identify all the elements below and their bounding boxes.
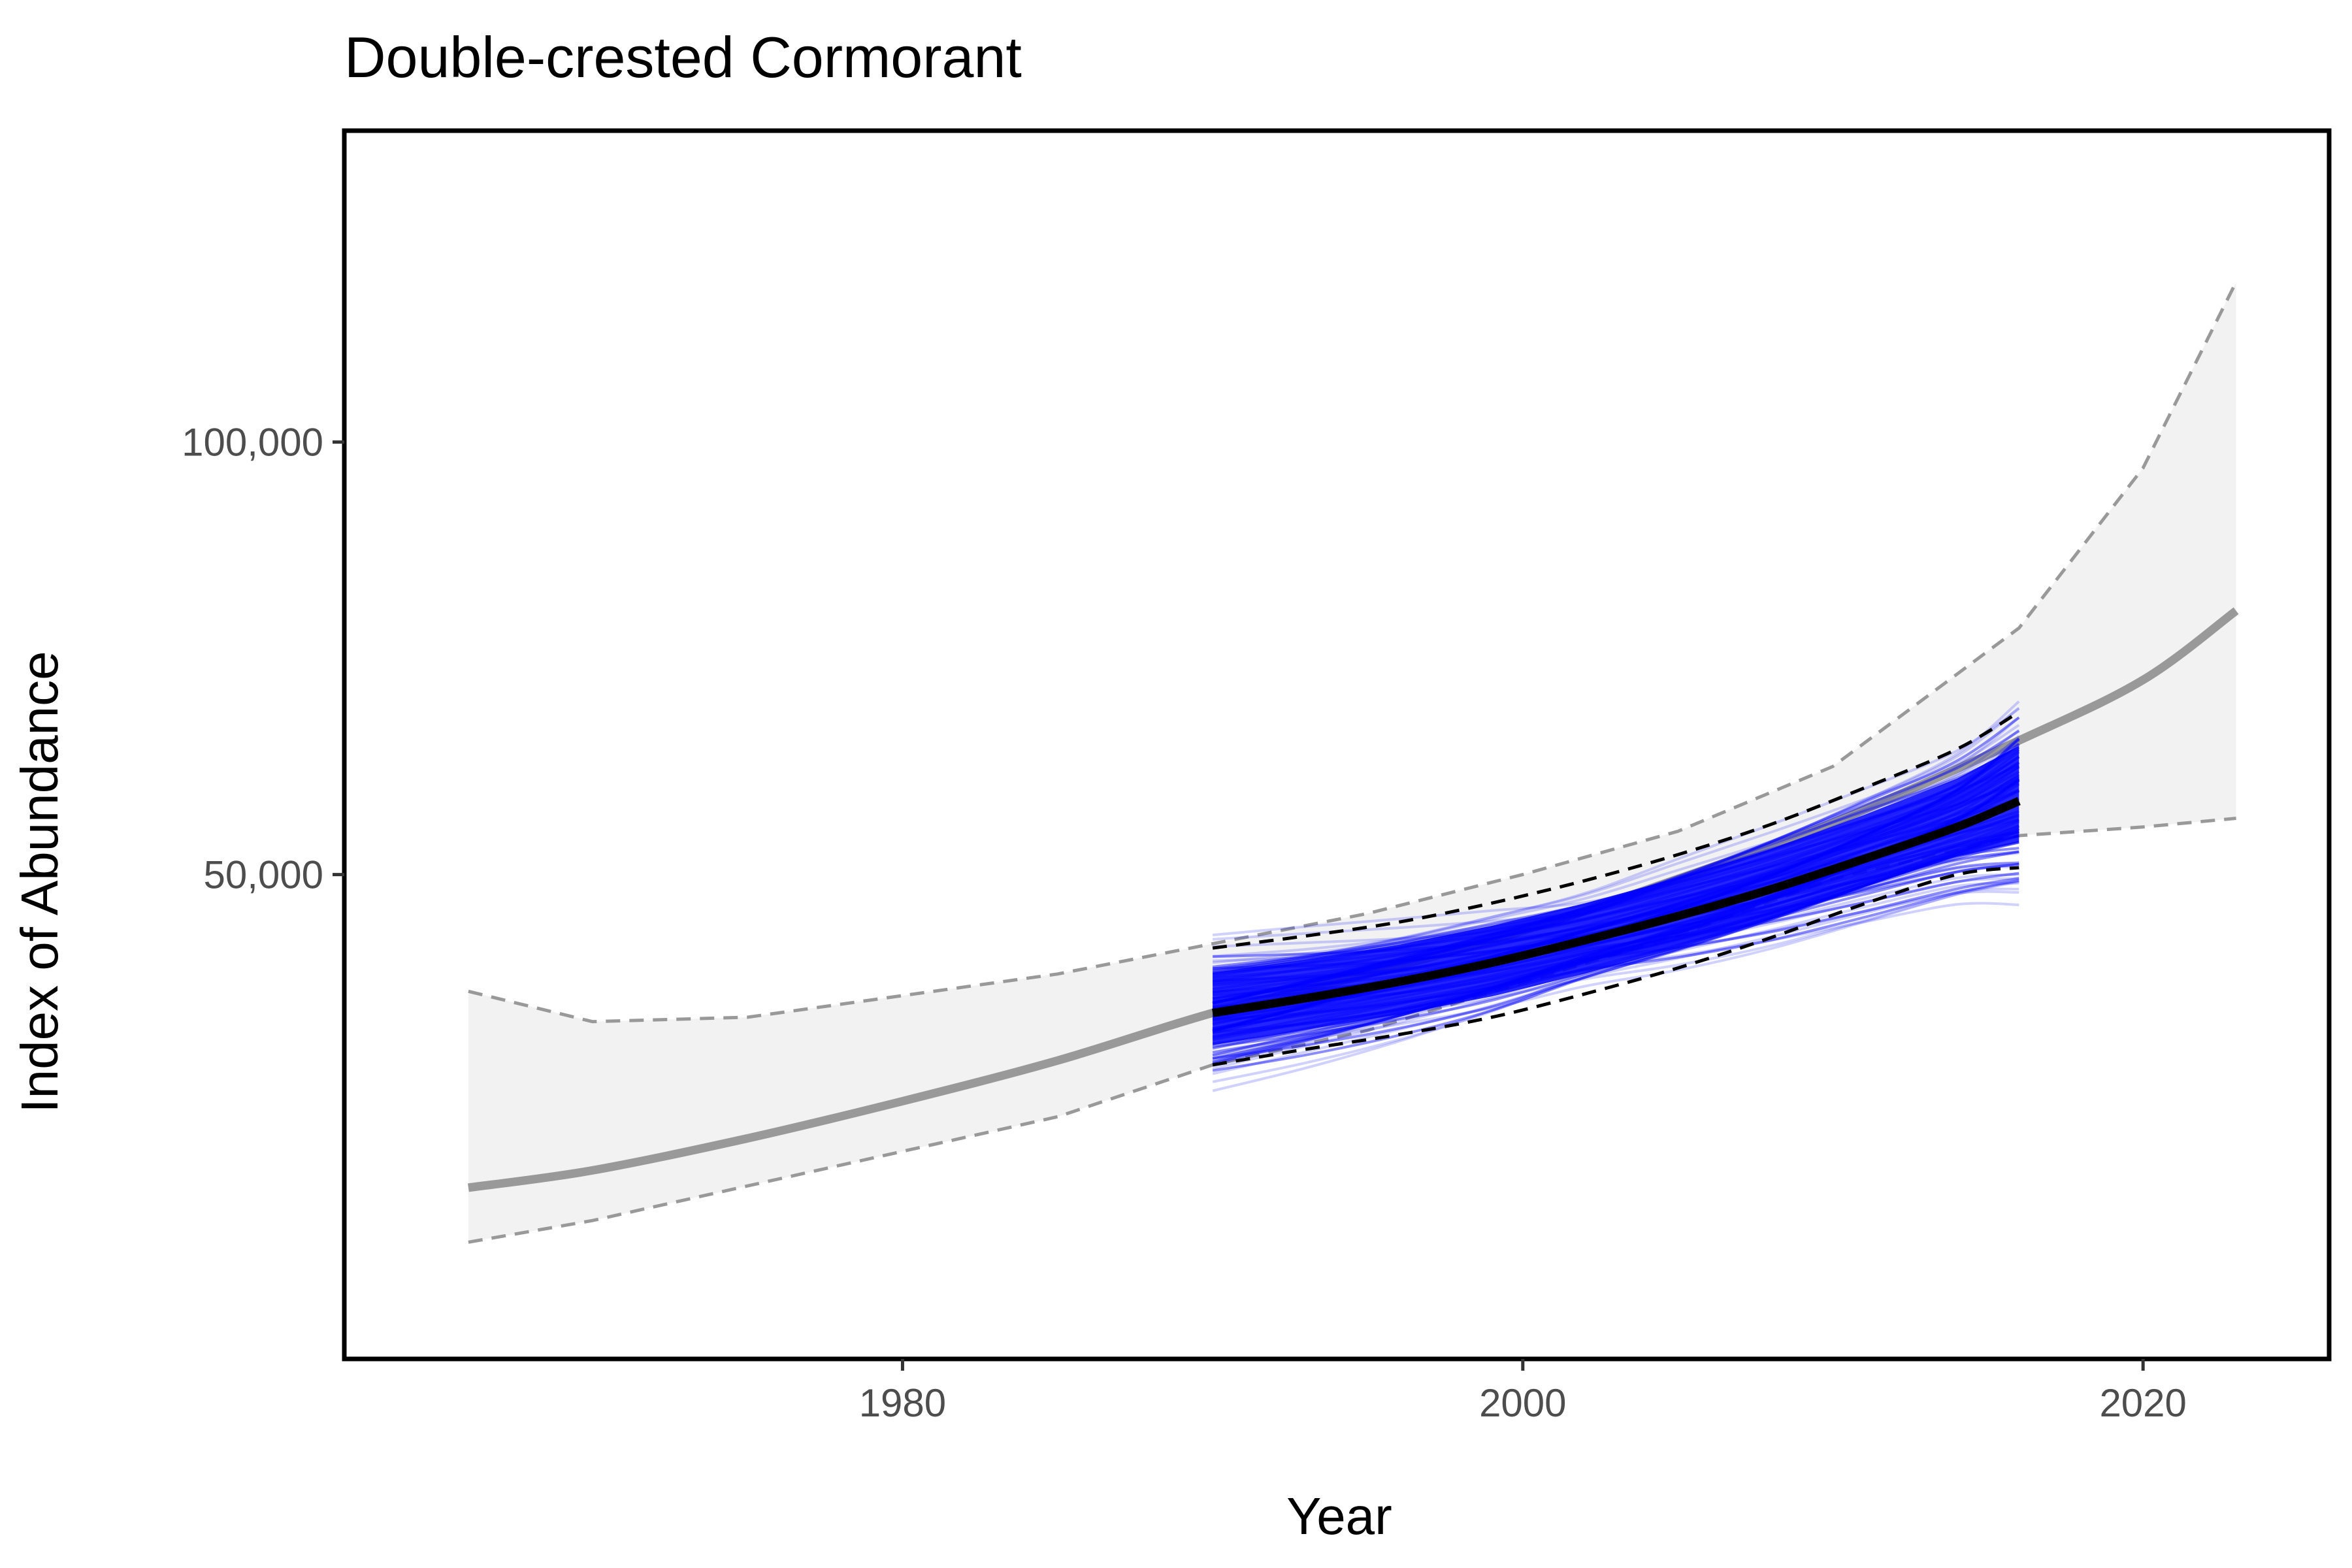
posterior-draw-line xyxy=(1212,851,2019,1083)
x-tick-label: 2020 xyxy=(2099,1381,2186,1425)
posterior-draw-line xyxy=(1212,738,2020,973)
y-axis-title: Index of Abundance xyxy=(10,651,69,1113)
posterior-draw-core xyxy=(1213,745,2019,1045)
full-period-upper-ci xyxy=(468,281,2238,1024)
focal-period-upper-ci xyxy=(1212,710,2020,950)
y-tick-label: 100,000 xyxy=(182,421,323,465)
posterior-draw-line xyxy=(1212,724,2020,972)
full-period-band xyxy=(468,282,2236,1243)
x-axis-title: Year xyxy=(1286,1487,1392,1545)
chart-title: Double-crested Cormorant xyxy=(344,25,1022,90)
focal-period-trend-line xyxy=(1212,797,2021,1017)
plot-border xyxy=(342,128,2332,1362)
posterior-draw-line xyxy=(1212,880,2019,1057)
plot-area: 1980 2000 2020 50,000 100,000 xyxy=(182,128,2332,1425)
x-tick-label: 2000 xyxy=(1479,1381,1566,1425)
y-tick-label: 50,000 xyxy=(203,853,323,897)
x-tick-label: 1980 xyxy=(859,1381,946,1425)
posterior-draw-line xyxy=(1212,887,2019,1075)
